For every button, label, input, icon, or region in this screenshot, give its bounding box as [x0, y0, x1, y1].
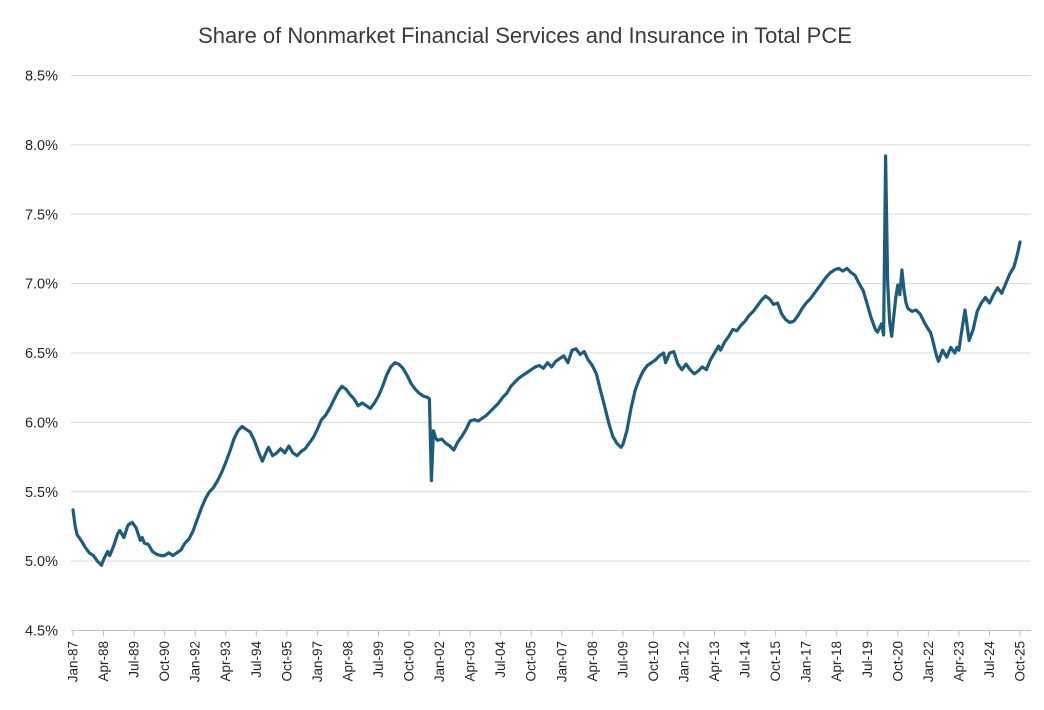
x-tick-label: Jul-14 [738, 641, 753, 678]
x-tick-label: Oct-25 [1013, 641, 1028, 682]
x-tick-label: Apr-13 [707, 641, 722, 682]
y-tick-label: 6.5% [25, 346, 58, 362]
x-tick-label: Jul-94 [249, 641, 264, 678]
x-tick-label: Jul-19 [860, 641, 875, 678]
x-tick-label: Jul-09 [615, 641, 630, 678]
x-tick-label: Oct-95 [279, 641, 294, 682]
x-tick-label: Oct-15 [768, 641, 783, 682]
x-tick-label: Jan-02 [432, 641, 447, 682]
y-axis-labels: 8.5% 8.0% 7.5% 7.0% 6.5% 6.0% 5.5% 5.0% 4.5% [25, 69, 58, 640]
x-tick-label: Jul-89 [127, 641, 142, 678]
y-tick-label: 7.0% [25, 277, 58, 293]
x-tick-label: Jan-87 [66, 641, 81, 682]
x-tick-label: Oct-10 [646, 641, 661, 682]
y-tick-label: 6.0% [25, 415, 58, 431]
gridlines [71, 75, 1031, 631]
x-tick-label: Apr-08 [585, 641, 600, 682]
x-tick-label: Apr-03 [463, 641, 478, 682]
x-tick-label: Oct-20 [890, 641, 905, 682]
x-tick-label: Jan-92 [188, 641, 203, 682]
x-tick-label: Jul-24 [982, 641, 997, 678]
x-tick-label: Jul-99 [371, 641, 386, 678]
data-line-pce-share [71, 154, 1022, 567]
x-tick-label: Apr-93 [218, 641, 233, 682]
series-group [71, 154, 1022, 567]
x-tick-label: Oct-05 [524, 641, 539, 682]
x-tick-label: Jan-22 [921, 641, 936, 682]
x-axis: Jan-87 Apr-88 Jul-89 Oct-90 Jan-92 Apr-93 Jul-… [66, 630, 1028, 682]
x-tick-label: Jan-12 [676, 641, 691, 682]
x-tick-label: Apr-88 [96, 641, 111, 682]
x-tick-label: Apr-23 [951, 641, 966, 682]
x-tick-label: Oct-90 [157, 641, 172, 682]
x-tick-label: Apr-98 [340, 641, 355, 682]
x-tick-label: Oct-00 [402, 641, 417, 682]
y-tick-label: 5.0% [25, 554, 58, 570]
y-tick-label: 8.5% [25, 69, 58, 85]
x-tick-label: Jan-97 [310, 641, 325, 682]
chart-title: Share of Nonmarket Financial Services an… [198, 23, 852, 48]
y-tick-label: 5.5% [25, 485, 58, 501]
y-tick-label: 7.5% [25, 207, 58, 223]
x-tick-label: Jan-07 [554, 641, 569, 682]
y-tick-label: 8.0% [25, 138, 58, 154]
x-tick-label: Apr-18 [829, 641, 844, 682]
y-tick-label: 4.5% [25, 624, 58, 640]
x-tick-label: Jan-17 [799, 641, 814, 682]
x-tick-label: Jul-04 [493, 641, 508, 678]
